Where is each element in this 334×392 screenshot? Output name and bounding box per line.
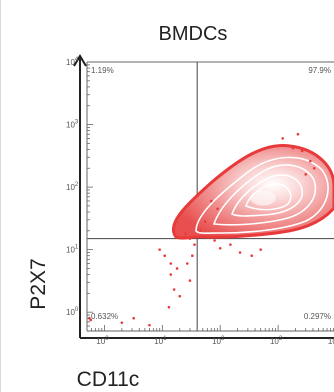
event-dot (175, 267, 179, 270)
event-dot (300, 149, 304, 153)
cell-population (172, 143, 334, 240)
event-dot (229, 243, 232, 246)
event-dot (281, 137, 284, 140)
event-dot (169, 273, 173, 276)
population-contour-2 (195, 156, 329, 234)
axes (73, 54, 334, 339)
event-dot (238, 251, 242, 254)
quadrant-label-upper-right: 97.9% (308, 66, 331, 75)
outlier-events (88, 132, 316, 327)
event-dot (184, 232, 187, 235)
event-dot (185, 262, 189, 265)
event-dot (198, 229, 202, 233)
event-dot (291, 146, 295, 150)
event-dot (132, 316, 135, 320)
x-tick-label: 102 (212, 336, 225, 346)
event-dot (188, 237, 192, 240)
x-axis-label: CD11c (77, 368, 140, 391)
event-dot (213, 239, 216, 242)
event-dot (259, 248, 262, 251)
event-dot (216, 207, 219, 211)
x-tick-label: 104 (328, 336, 334, 346)
y-tick-label: 103 (66, 120, 79, 130)
event-dot (158, 248, 161, 251)
frame-edge (0, 0, 1, 392)
event-dot (312, 166, 316, 170)
y-tick-label: 101 (66, 245, 79, 255)
x-tick-label: 103 (270, 336, 283, 346)
x-tick-label: 100 (96, 336, 109, 346)
event-dot (209, 199, 213, 203)
population-contour-4 (230, 174, 303, 217)
population-contour-3 (212, 164, 317, 226)
chart-title: BMDCs (159, 23, 228, 45)
quadrant-label-lower-left: 0.632% (91, 312, 118, 321)
event-dot (296, 132, 300, 136)
event-dot (203, 220, 207, 223)
event-dot (250, 254, 254, 257)
event-dot (163, 254, 167, 257)
population-core (250, 190, 276, 206)
event-dot (309, 159, 312, 163)
quadrant-label-lower-right: 0.297% (304, 312, 331, 321)
event-dot (191, 254, 194, 257)
x-tick-label: 101 (154, 336, 167, 346)
event-dot (218, 247, 222, 250)
y-axis-label: P2X7 (27, 258, 50, 309)
event-dot (188, 279, 192, 282)
y-tick-label: 102 (66, 182, 79, 192)
y-axis-arrow (73, 54, 87, 67)
event-dot (193, 243, 196, 246)
quadrant-label-upper-left: 1.19% (91, 66, 114, 75)
event-dot (120, 321, 124, 324)
event-dot (172, 288, 176, 291)
event-dot (167, 305, 171, 309)
quadrant-labels: 1.19% 97.9% 0.632% 0.297% (91, 66, 331, 321)
event-dot (89, 318, 93, 322)
event-dot (304, 173, 308, 176)
y-tick-label: 104 (66, 57, 79, 67)
x-axis-ticks: 100 101 102 103 104 (86, 325, 334, 346)
event-dot (178, 294, 182, 298)
event-dot (169, 262, 173, 265)
event-dot (148, 323, 151, 327)
population-contour-5 (245, 183, 292, 211)
y-tick-label: 100 (66, 307, 79, 317)
y-axis-ticks: 100 101 102 103 104 (66, 57, 93, 332)
